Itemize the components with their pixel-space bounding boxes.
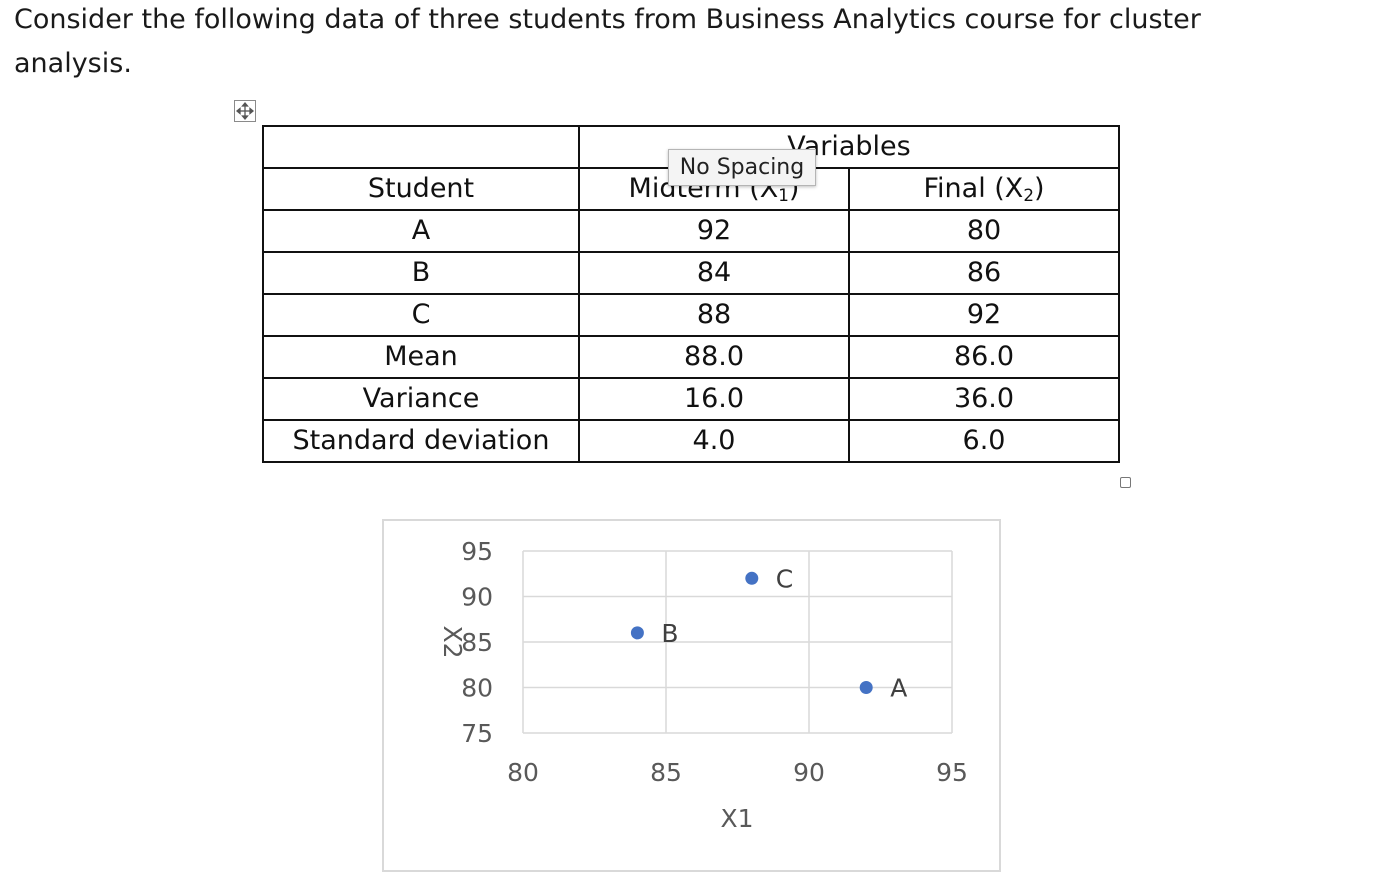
- table-row: A 92 80: [262, 209, 1120, 253]
- final-cell[interactable]: 92: [848, 293, 1120, 337]
- data-point-label: C: [776, 564, 793, 593]
- midterm-cell[interactable]: 88: [578, 293, 850, 337]
- data-point: [630, 626, 644, 640]
- final-header-prefix: Final (X: [923, 173, 1024, 204]
- x-tick-label: 95: [936, 758, 968, 787]
- final-cell[interactable]: 36.0: [848, 377, 1120, 421]
- data-table[interactable]: Variables Student Midterm (X1) Final (X2…: [262, 125, 1120, 463]
- x-tick-label: 85: [650, 758, 682, 787]
- y-tick-label: 90: [461, 583, 493, 612]
- row-label-cell[interactable]: Standard deviation: [262, 419, 580, 463]
- data-point: [745, 571, 759, 585]
- y-tick-label: 75: [461, 719, 493, 748]
- final-cell[interactable]: 6.0: [848, 419, 1120, 463]
- final-cell[interactable]: 86: [848, 251, 1120, 295]
- final-header-subscript: 2: [1023, 185, 1034, 206]
- chart-frame[interactable]: [382, 519, 1001, 872]
- row-label-cell[interactable]: Mean: [262, 335, 580, 379]
- table-row: Standard deviation 4.0 6.0: [262, 419, 1120, 463]
- y-tick-label: 80: [461, 674, 493, 703]
- midterm-cell[interactable]: 84: [578, 251, 850, 295]
- row-label-cell[interactable]: B: [262, 251, 580, 295]
- final-cell[interactable]: 80: [848, 209, 1120, 253]
- student-header[interactable]: Student: [262, 167, 580, 211]
- data-point: [859, 681, 873, 694]
- y-axis-title: X2: [438, 625, 467, 658]
- row-label-cell[interactable]: C: [262, 293, 580, 337]
- midterm-header-suffix: ): [788, 173, 800, 204]
- final-header-suffix: ): [1033, 173, 1045, 204]
- final-header[interactable]: Final (X2): [848, 167, 1120, 211]
- table-row: C 88 92: [262, 293, 1120, 337]
- table-row: Mean 88.0 86.0: [262, 335, 1120, 379]
- x-axis-title: X1: [720, 804, 753, 833]
- scatter-chart[interactable]: 75 80 85 90 95 80 85 90 95 X1 X2 A B C: [382, 519, 1001, 872]
- y-tick-label: 85: [461, 628, 493, 657]
- row-label-cell[interactable]: A: [262, 209, 580, 253]
- empty-header-cell[interactable]: [262, 125, 580, 169]
- data-point-label: B: [661, 619, 678, 648]
- midterm-cell[interactable]: 16.0: [578, 377, 850, 421]
- midterm-cell[interactable]: 4.0: [578, 419, 850, 463]
- final-cell[interactable]: 86.0: [848, 335, 1120, 379]
- table-resize-handle[interactable]: [1120, 477, 1131, 488]
- table-row: B 84 86: [262, 251, 1120, 295]
- midterm-cell[interactable]: 92: [578, 209, 850, 253]
- intro-text: Consider the following data of three stu…: [14, 4, 1201, 79]
- table-move-handle-icon[interactable]: [234, 100, 256, 122]
- row-label-cell[interactable]: Variance: [262, 377, 580, 421]
- x-tick-label: 80: [507, 758, 539, 787]
- midterm-header-subscript: 1: [778, 185, 789, 206]
- data-point-label: A: [890, 674, 907, 703]
- table-row: Variance 16.0 36.0: [262, 377, 1120, 421]
- x-tick-label: 90: [793, 758, 825, 787]
- midterm-cell[interactable]: 88.0: [578, 335, 850, 379]
- style-tooltip: No Spacing: [668, 149, 816, 186]
- y-tick-label: 95: [461, 537, 493, 566]
- variables-header[interactable]: Variables: [578, 125, 1120, 169]
